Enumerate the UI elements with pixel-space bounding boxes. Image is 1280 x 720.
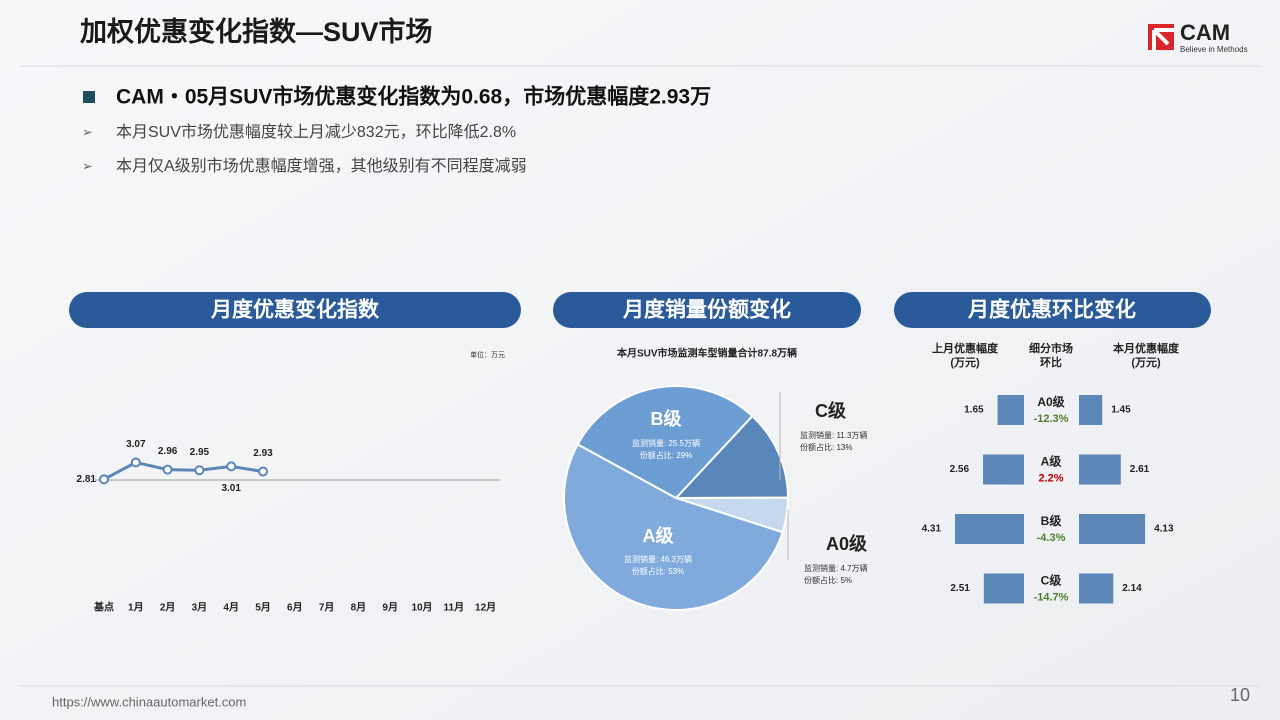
slice-label: A级	[643, 525, 675, 546]
segment-label: A级	[1041, 454, 1062, 469]
x-tick-label: 3月	[192, 602, 208, 614]
x-tick-label: 11月	[444, 602, 465, 614]
slice-detail: 监测销量: 25.5万辆	[632, 438, 700, 448]
marker	[226, 461, 237, 472]
slice-label: B级	[651, 408, 683, 429]
pie-subtitle: 本月SUV市场监测车型销量合计87.8万辆	[617, 347, 797, 360]
slice-detail: 监测销量: 46.3万辆	[624, 554, 692, 564]
x-tick-label: 6月	[287, 602, 303, 614]
marker	[162, 464, 173, 475]
bar-label: 2.56	[950, 464, 970, 475]
bar-label: 1.45	[1111, 405, 1131, 416]
segment-label: C级	[1041, 573, 1062, 588]
column-header: 上月优惠幅度	[932, 341, 999, 355]
column-header: 细分市场	[1029, 341, 1073, 355]
data-label: 2.96	[158, 446, 178, 457]
bar-last-month	[983, 454, 1024, 485]
x-tick-label: 2月	[160, 602, 176, 614]
segment-label: B级	[1041, 513, 1062, 528]
bar-label: 2.14	[1122, 583, 1142, 594]
bar-label: 2.51	[950, 583, 970, 594]
bar-this-month	[1079, 514, 1146, 544]
slice-detail: 份额占比: 53%	[632, 566, 684, 576]
pie-slice	[673, 414, 790, 500]
panel-title: 月度优惠环比变化	[967, 298, 1136, 322]
x-tick-label: 8月	[351, 602, 367, 614]
bar-label: 1.65	[964, 405, 984, 416]
change-label: -14.7%	[1034, 591, 1069, 603]
data-label: 2.93	[253, 448, 273, 459]
bullet-sub: 本月仅A级别市场优惠幅度增强，其他级别有不同程度减弱	[116, 157, 527, 175]
panel-header	[894, 292, 1211, 328]
column-header: 本月优惠幅度	[1113, 341, 1180, 355]
change-label: -12.3%	[1034, 413, 1069, 425]
slice-detail: 份额占比: 5%	[804, 575, 852, 585]
slice-detail: 份额占比: 29%	[640, 450, 692, 460]
marker	[258, 466, 268, 477]
pie-slice	[576, 385, 754, 500]
slice-label: A0级	[826, 533, 868, 554]
logo-text: CAM	[1180, 20, 1230, 45]
bar-this-month	[1079, 395, 1103, 425]
data-label: 3.07	[126, 439, 146, 450]
column-header: (万元)	[950, 356, 980, 369]
title: 加权优惠变化指数—SUV市场	[80, 16, 433, 47]
slice-detail: 份额占比: 13%	[800, 442, 852, 452]
segment-label: A0级	[1037, 394, 1064, 409]
footer-url: https://www.chinaautomarket.com	[52, 694, 246, 709]
panel-header	[69, 292, 521, 328]
change-label: 2.2%	[1038, 472, 1063, 484]
panel-title: 月度销量份额变化	[622, 298, 791, 322]
x-tick-label: 基点	[93, 601, 114, 614]
bar-last-month	[955, 514, 1024, 544]
x-tick-label: 10月	[411, 602, 432, 614]
marker	[194, 465, 205, 476]
bar-label: 4.13	[1154, 524, 1174, 535]
logo-mark	[1152, 28, 1174, 50]
bar-label: 4.31	[922, 524, 942, 535]
bar-label: 2.61	[1130, 464, 1150, 475]
data-label: 3.01	[221, 483, 241, 494]
bar-this-month	[1079, 573, 1114, 604]
panel-title: 月度优惠变化指数	[210, 298, 380, 322]
column-header: 环比	[1040, 355, 1062, 369]
bullet-square	[83, 91, 95, 103]
data-label: 2.81	[77, 474, 97, 485]
x-tick-label: 5月	[255, 602, 271, 614]
change-label: -4.3%	[1037, 532, 1066, 544]
slice-detail: 监测销量: 11.3万辆	[800, 430, 867, 440]
x-tick-label: 12月	[475, 602, 496, 614]
line	[103, 460, 264, 481]
arrow: ➢	[82, 124, 93, 139]
page-number: 10	[1230, 685, 1250, 705]
arrow: ➢	[82, 158, 93, 173]
x-tick-label: 4月	[223, 602, 239, 614]
bar-last-month	[983, 573, 1024, 604]
unit-label: 单位：万元	[470, 350, 505, 359]
bar-this-month	[1079, 454, 1121, 485]
marker	[99, 474, 109, 485]
bullet-sub: 本月SUV市场优惠幅度较上月减少832元，环比降低2.8%	[116, 123, 516, 141]
slice-label: C级	[815, 400, 847, 421]
slice-detail: 监测销量: 4.7万辆	[804, 563, 868, 573]
bullet-main: CAM・05月SUV市场优惠变化指数为0.68，市场优惠幅度2.93万	[116, 85, 711, 109]
data-label: 2.95	[190, 447, 210, 458]
x-tick-label: 1月	[128, 602, 144, 614]
bar-last-month	[997, 395, 1024, 425]
marker	[130, 457, 141, 468]
logo: CAM Believe in Methods	[1148, 20, 1248, 54]
x-tick-label: 7月	[319, 602, 335, 614]
column-header: (万元)	[1131, 356, 1161, 369]
pie-slice	[563, 443, 784, 611]
logo-tagline: Believe in Methods	[1180, 45, 1248, 54]
panel-header	[553, 292, 861, 328]
x-tick-label: 9月	[382, 602, 398, 614]
